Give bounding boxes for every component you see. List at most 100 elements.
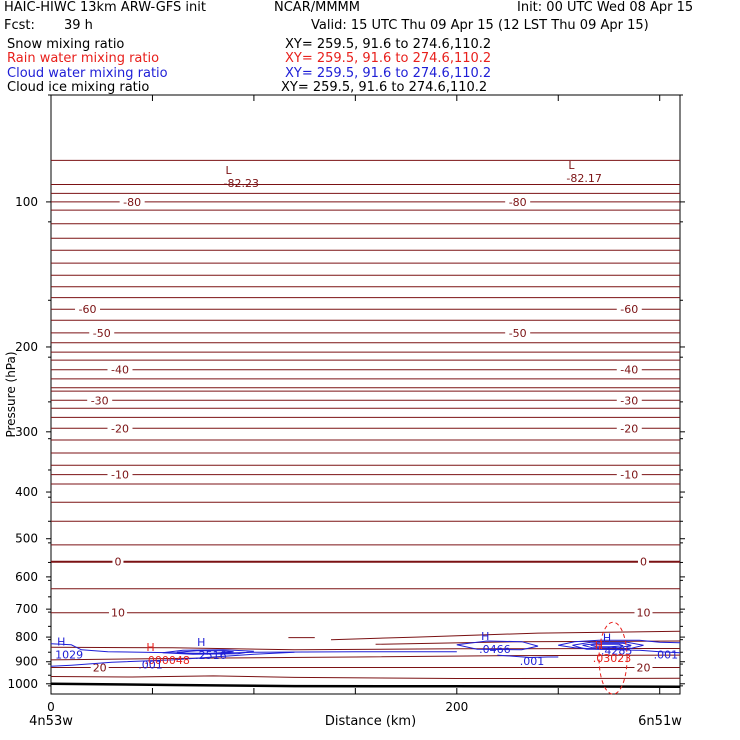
temperature-L-marker: L — [568, 159, 575, 172]
isotherm-label: 0 — [640, 556, 647, 569]
isotherm-label-bg — [90, 661, 109, 674]
cloud_water-H-marker: H — [603, 631, 611, 644]
y-tick-label: 200 — [15, 340, 38, 354]
isotherm-label: -10 — [111, 469, 129, 482]
isotherm-label-bg — [107, 468, 133, 481]
y-tick-label: 900 — [15, 655, 38, 669]
x-start-label: 4n53w — [29, 714, 73, 729]
field-cloudwater-xy: XY= 259.5, 91.6 to 274.6,110.2 — [285, 66, 492, 81]
field-snow-xy: XY= 259.5, 91.6 to 274.6,110.2 — [285, 37, 492, 52]
isotherm-label-bg — [107, 363, 133, 376]
isotherm-label: 10 — [111, 607, 125, 620]
isotherm-label-bg — [637, 555, 649, 568]
y-axis-title: Pressure (hPa) — [4, 351, 18, 437]
isotherm-label: -60 — [79, 303, 97, 316]
isotherm-label: -60 — [620, 303, 638, 316]
cloud_water-H-marker: H — [197, 636, 205, 649]
isotherm-label-bg — [634, 606, 653, 619]
isotherm-label-bg — [616, 303, 642, 316]
field-snow-name: Snow mixing ratio — [7, 37, 125, 52]
isotherm-label: 0 — [114, 556, 121, 569]
isotherm-label: -30 — [91, 394, 109, 407]
rain-H-marker: H — [595, 639, 603, 652]
cloud_water-H-marker: H — [481, 630, 489, 643]
isotherm-label-bg — [75, 303, 101, 316]
y-tick-label: 400 — [15, 485, 38, 499]
y-tick-label: 100 — [15, 195, 38, 209]
x-axis-title: Distance (km) — [325, 714, 416, 729]
model-title: HAIC-HIWC 13km ARW-GFS init — [4, 0, 206, 15]
isotherm-label-bg — [616, 363, 642, 376]
x-tick-label: 200 — [445, 700, 468, 714]
org-label: NCAR/MMMM — [274, 0, 360, 15]
isotherm-label-bg — [112, 555, 124, 568]
y-tick-label: 600 — [15, 570, 38, 584]
field-cloudwater-name: Cloud water mixing ratio — [7, 66, 168, 81]
cloud_water-extremum-value: 1029 — [55, 648, 83, 661]
isotherm-label-bg — [108, 606, 127, 619]
isotherm-line — [50, 675, 681, 680]
isotherm-label-bg — [89, 326, 115, 339]
cloud-water-label: .001 — [654, 648, 679, 661]
isotherm-label: -40 — [111, 364, 129, 377]
x-end-label: 6n51w — [638, 714, 682, 729]
isotherm-line — [330, 630, 681, 641]
terrain-line — [50, 682, 681, 688]
cloud_water-H-marker: H — [57, 635, 65, 648]
isotherm-line — [50, 654, 681, 661]
isotherm-label-bg — [616, 394, 642, 407]
isotherm-label: -50 — [93, 327, 111, 340]
cloud-water-contour — [50, 651, 295, 667]
rain-H-marker: H — [146, 641, 154, 654]
isotherm-label: -80 — [509, 196, 527, 209]
cloud-water-contour — [456, 640, 539, 651]
cloud_water-extremum-value: .4285 — [601, 644, 633, 657]
field-cloudice-name: Cloud ice mixing ratio — [7, 80, 150, 95]
temperature-extremum-value: -82.17 — [566, 172, 601, 185]
temperature-L-marker: L — [225, 164, 232, 177]
isotherm-label-bg — [634, 661, 653, 674]
isotherm-label-bg — [616, 468, 642, 481]
isotherm-label: -30 — [620, 394, 638, 407]
x-tick-label: 0 — [47, 700, 55, 714]
cloud-water-label: .001 — [138, 659, 163, 672]
cloud-water-contour — [162, 649, 254, 655]
cloud-water-contour — [497, 654, 559, 659]
isotherm-label: 20 — [93, 661, 107, 674]
cloud-water-label: .001 — [520, 655, 545, 668]
isotherm-label: -20 — [111, 422, 129, 435]
y-tick-label: 500 — [15, 532, 38, 546]
init-time: Init: 00 UTC Wed 08 Apr 15 — [517, 0, 694, 15]
valid-time: Valid: 15 UTC Thu 09 Apr 15 (12 LST Thu … — [311, 18, 649, 33]
cloud-water-contour — [590, 643, 624, 648]
y-tick-label: 1000 — [7, 677, 38, 691]
y-tick-label: 800 — [15, 630, 38, 644]
cloud_water-extremum-value: .2516 — [195, 649, 227, 662]
cloud-water-contour — [572, 641, 644, 650]
isotherm-label-bg — [107, 422, 133, 435]
cloud_water-extremum-value: .0466 — [479, 643, 511, 656]
field-rain-xy: XY= 259.5, 91.6 to 274.6,110.2 — [285, 51, 492, 66]
isotherm-label: 20 — [636, 661, 650, 674]
field-cloudice-xy: XY= 259.5, 91.6 to 274.6,110.2 — [281, 80, 488, 95]
y-tick-label: 300 — [15, 425, 38, 439]
isotherm-label: 10 — [636, 607, 650, 620]
isotherm-label: -10 — [620, 469, 638, 482]
isotherm-label-bg — [505, 195, 531, 208]
rain-extremum-value: .03023 — [593, 652, 632, 665]
cloud-water-contour — [176, 650, 234, 654]
isotherm-label: -50 — [509, 327, 527, 340]
field-rain-name: Rain water mixing ratio — [7, 51, 160, 66]
isotherm-label-bg — [119, 195, 145, 208]
cloud-water-contour — [558, 639, 681, 646]
rain-contour — [598, 621, 628, 695]
temperature-extremum-value: -82.23 — [223, 177, 258, 190]
isotherm-line — [50, 646, 681, 651]
isotherm-label: -20 — [620, 422, 638, 435]
isotherm-label-bg — [87, 394, 113, 407]
fcst-value: 39 h — [64, 18, 93, 33]
fcst-label: Fcst: — [4, 18, 35, 33]
isotherm-label: -40 — [620, 364, 638, 377]
isotherm-label: -80 — [123, 196, 141, 209]
